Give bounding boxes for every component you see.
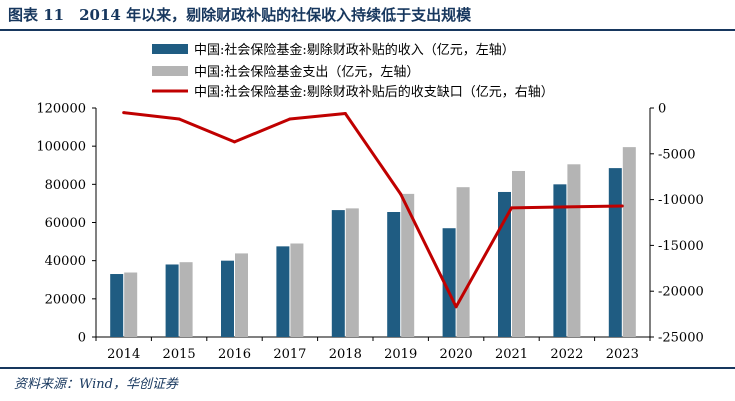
- title-rule: [0, 29, 735, 31]
- x-tick-label: 2016: [218, 347, 251, 362]
- x-tick-label: 2015: [163, 347, 196, 362]
- x-tick-label: 2018: [329, 347, 362, 362]
- right-tick-label: -5000: [658, 147, 695, 162]
- left-tick-label: 120000: [36, 102, 86, 117]
- right-tick-label: -10000: [658, 193, 704, 208]
- x-tick-label: 2020: [440, 347, 473, 362]
- gap-line-point: [454, 305, 458, 309]
- expenditure-bar: [235, 253, 248, 337]
- expenditure-bar: [567, 164, 581, 337]
- income-bar: [608, 168, 622, 337]
- gap-line-point: [399, 192, 403, 196]
- gap-line-point: [620, 204, 624, 208]
- gap-line-point: [122, 111, 126, 115]
- right-tick-label: -25000: [658, 331, 704, 346]
- income-bar: [165, 264, 179, 337]
- source-note: 资料来源：Wind，华创证券: [14, 377, 178, 392]
- legend-swatch-expenditure: [152, 66, 188, 76]
- right-tick-label: -15000: [658, 239, 704, 254]
- gap-line-point: [288, 117, 292, 121]
- gap-line-point: [565, 205, 569, 209]
- left-tick-label: 60000: [45, 216, 86, 231]
- x-tick-label: 2019: [384, 347, 417, 362]
- figure-title: 图表 11 2014 年以来，剔除财政补贴的社保收入持续低于支出规模: [8, 6, 472, 24]
- expenditure-bar: [124, 272, 138, 337]
- legend-label: 中国:社会保险基金:剔除财政补贴的收入（亿元，左轴）: [194, 42, 515, 58]
- expenditure-bar: [512, 170, 525, 337]
- x-tick-label: 2014: [107, 347, 140, 362]
- x-tick-label: 2021: [495, 347, 528, 362]
- x-tick-label: 2023: [606, 347, 639, 362]
- expenditure-bar: [345, 208, 359, 337]
- legend-swatch-income: [152, 44, 188, 54]
- income-bar: [442, 228, 456, 337]
- income-bar: [110, 274, 124, 337]
- income-bar: [387, 212, 401, 337]
- income-bar: [331, 210, 345, 337]
- expenditure-bar: [622, 147, 636, 337]
- gap-line-point: [343, 111, 347, 115]
- x-tick-label: 2017: [273, 347, 306, 362]
- x-tick-label: 2022: [550, 347, 583, 362]
- expenditure-bar: [401, 193, 415, 337]
- income-bar: [221, 260, 234, 337]
- left-tick-label: 0: [78, 331, 86, 346]
- right-tick-label: -20000: [658, 285, 704, 300]
- gap-line: [123, 111, 623, 309]
- legend-label: 中国:社会保险基金:剔除财政补贴后的收支缺口（亿元，右轴）: [194, 84, 554, 100]
- legend-label: 中国:社会保险基金支出（亿元，左轴）: [194, 64, 419, 80]
- left-tick-label: 100000: [36, 140, 86, 155]
- gap-line-point: [177, 117, 181, 121]
- source-rule: [0, 367, 735, 369]
- income-bar: [276, 246, 290, 337]
- right-tick-label: 0: [658, 102, 666, 117]
- expenditure-bar: [179, 262, 193, 337]
- gap-line-point: [233, 140, 236, 144]
- left-tick-label: 80000: [45, 178, 86, 193]
- gap-line-point: [510, 206, 513, 210]
- left-tick-label: 40000: [45, 254, 86, 269]
- income-bar: [553, 184, 567, 337]
- left-tick-label: 20000: [45, 292, 86, 307]
- expenditure-bar: [290, 243, 304, 337]
- expenditure-bar: [456, 187, 470, 337]
